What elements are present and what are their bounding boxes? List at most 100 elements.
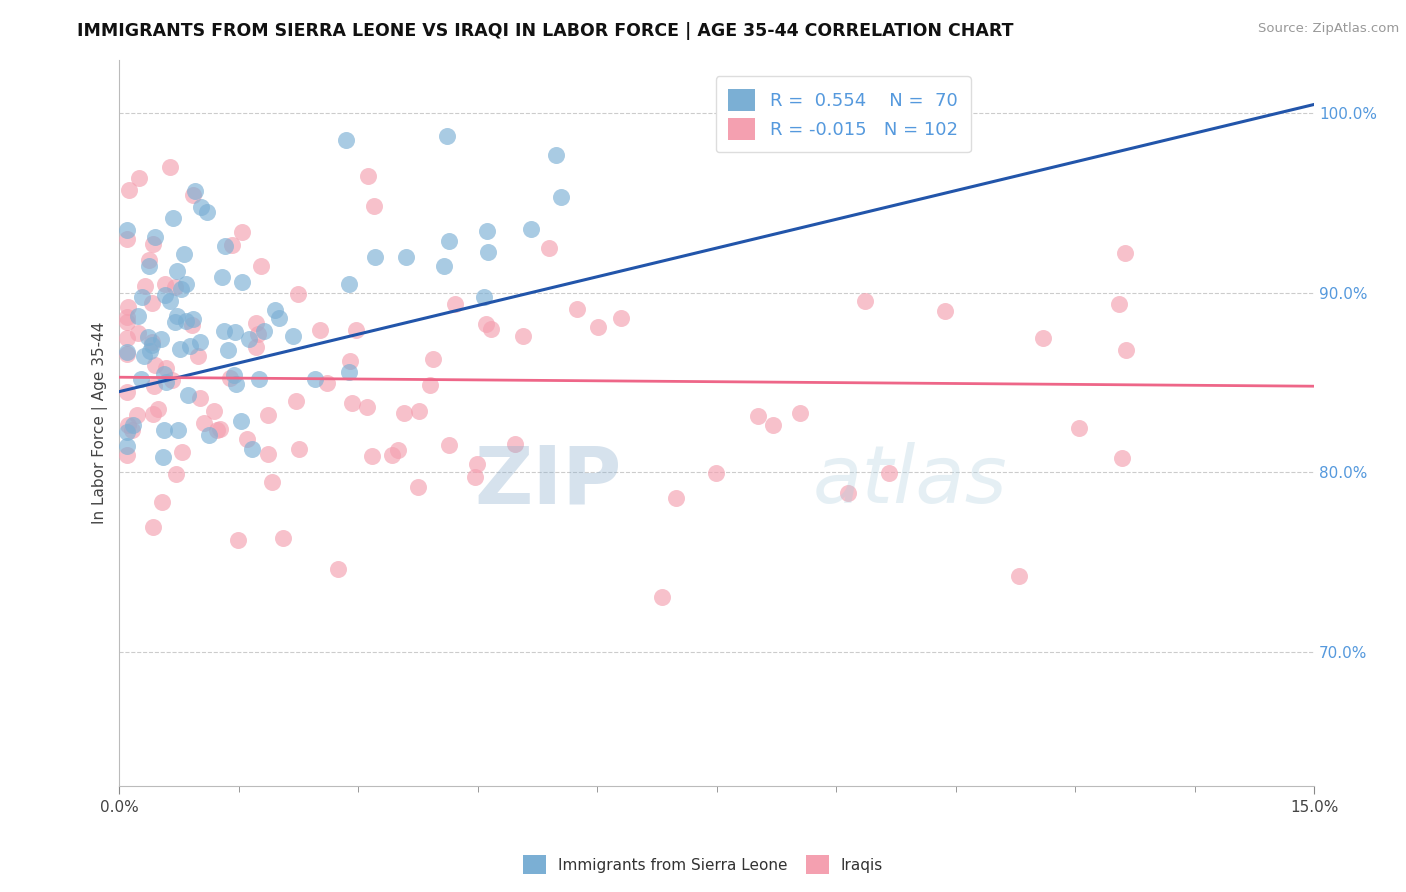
Point <box>238 332 260 346</box>
Point <box>1067 420 1090 434</box>
Point <box>148 401 170 416</box>
Point <box>131 290 153 304</box>
Point <box>117 425 139 439</box>
Point <box>214 324 236 338</box>
Point <box>117 331 139 345</box>
Point <box>477 245 499 260</box>
Text: ZIP: ZIP <box>474 442 621 520</box>
Point <box>340 396 363 410</box>
Point <box>141 338 163 352</box>
Point <box>837 486 859 500</box>
Legend: R =  0.554    N =  70, R = -0.015   N = 102: R = 0.554 N = 70, R = -0.015 N = 102 <box>716 76 970 153</box>
Point <box>231 225 253 239</box>
Point <box>163 315 186 329</box>
Point <box>520 222 543 236</box>
Point <box>131 372 153 386</box>
Point <box>122 418 145 433</box>
Point <box>145 230 167 244</box>
Point <box>208 421 231 435</box>
Point <box>288 442 311 456</box>
Point <box>117 347 139 361</box>
Point <box>155 360 177 375</box>
Point <box>665 491 688 506</box>
Point <box>117 345 139 359</box>
Point <box>934 304 956 318</box>
Point <box>222 368 245 383</box>
Point <box>165 280 187 294</box>
Point <box>762 417 785 432</box>
Point <box>444 297 467 311</box>
Point <box>344 322 367 336</box>
Point <box>181 188 204 202</box>
Point <box>188 392 211 406</box>
Point <box>225 376 247 391</box>
Point <box>475 224 498 238</box>
Point <box>475 318 498 332</box>
Point <box>609 310 631 325</box>
Point <box>188 334 211 349</box>
Y-axis label: In Labor Force | Age 35-44: In Labor Force | Age 35-44 <box>93 322 108 524</box>
Point <box>250 259 273 273</box>
Point <box>177 388 200 402</box>
Point <box>436 129 458 144</box>
Point <box>437 234 460 248</box>
Point <box>422 352 444 367</box>
Point <box>186 349 208 363</box>
Point <box>142 407 165 421</box>
Point <box>162 211 184 225</box>
Point <box>159 294 181 309</box>
Point <box>335 133 357 147</box>
Text: Source: ZipAtlas.com: Source: ZipAtlas.com <box>1258 22 1399 36</box>
Point <box>337 277 360 291</box>
Point <box>226 533 249 547</box>
Point <box>316 376 339 391</box>
Point <box>304 372 326 386</box>
Point <box>195 205 218 219</box>
Point <box>117 439 139 453</box>
Point <box>142 237 165 252</box>
Point <box>138 330 160 344</box>
Point <box>361 449 384 463</box>
Point <box>395 250 418 264</box>
Point <box>134 349 156 363</box>
Point <box>174 277 197 291</box>
Point <box>155 287 177 301</box>
Point <box>165 467 187 482</box>
Point <box>406 480 429 494</box>
Point <box>183 312 205 326</box>
Point <box>219 371 242 385</box>
Point <box>117 384 139 399</box>
Point <box>465 457 488 471</box>
Point <box>437 437 460 451</box>
Point <box>651 590 673 604</box>
Point <box>193 416 215 430</box>
Point <box>127 326 149 340</box>
Point <box>142 520 165 534</box>
Text: atlas: atlas <box>813 442 1007 520</box>
Point <box>150 495 173 509</box>
Point <box>240 442 263 456</box>
Point <box>179 338 201 352</box>
Point <box>308 323 330 337</box>
Point <box>269 310 291 325</box>
Point <box>253 324 276 338</box>
Point <box>173 247 195 261</box>
Point <box>117 417 139 432</box>
Point <box>363 199 385 213</box>
Point <box>117 310 139 325</box>
Point <box>217 343 239 357</box>
Text: IMMIGRANTS FROM SIERRA LEONE VS IRAQI IN LABOR FORCE | AGE 35-44 CORRELATION CHA: IMMIGRANTS FROM SIERRA LEONE VS IRAQI IN… <box>77 22 1014 40</box>
Point <box>339 353 361 368</box>
Point <box>419 378 441 392</box>
Point <box>1111 451 1133 466</box>
Point <box>381 448 404 462</box>
Point <box>287 286 309 301</box>
Point <box>143 378 166 392</box>
Point <box>273 531 295 545</box>
Legend: Immigrants from Sierra Leone, Iraqis: Immigrants from Sierra Leone, Iraqis <box>517 849 889 880</box>
Point <box>262 475 284 489</box>
Point <box>392 406 415 420</box>
Point <box>264 302 287 317</box>
Point <box>127 309 149 323</box>
Point <box>190 200 212 214</box>
